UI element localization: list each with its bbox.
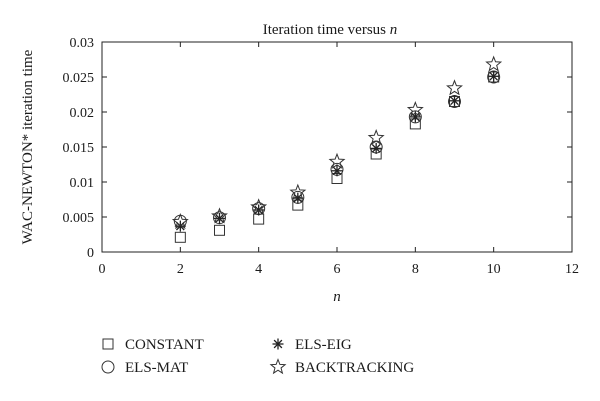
point-backtracking	[250, 198, 268, 215]
point-backtracking	[446, 79, 463, 96]
y-tick-label: 0.02	[70, 106, 95, 121]
point-backtracking	[406, 101, 424, 118]
x-tick-label: 6	[334, 262, 341, 277]
asterisk-stroke	[293, 193, 303, 203]
asterisk-stroke	[332, 166, 342, 176]
chart-title-variable: n	[390, 22, 398, 38]
legend-marker-backtracking	[269, 358, 287, 375]
asterisk-stroke	[371, 144, 381, 153]
y-tick-label: 0.005	[63, 211, 95, 226]
point-els-mat	[408, 110, 422, 124]
x-axis-title: n	[333, 289, 341, 305]
x-tick-label: 0	[99, 262, 106, 277]
legend: CONSTANT ELS-MAT ELS-EIG BACKTRACKING	[101, 337, 414, 376]
point-constant	[214, 224, 225, 236]
x-tick-label: 4	[255, 262, 262, 277]
y-tick-label: 0.01	[70, 176, 95, 191]
legend-label: ELS-MAT	[125, 360, 188, 376]
x-tick-label: 10	[487, 262, 501, 277]
point-backtracking	[289, 183, 307, 200]
point-backtracking	[485, 55, 503, 72]
chart-title: Iteration time versus n	[263, 22, 398, 38]
point-backtracking	[211, 207, 228, 224]
x-tick-label: 2	[177, 262, 184, 277]
y-tick-label: 0.025	[63, 71, 95, 86]
plot-area	[101, 41, 573, 253]
point-backtracking	[171, 213, 189, 230]
y-tick-label: 0.03	[70, 36, 95, 51]
legend-marker-els-mat	[101, 360, 115, 374]
point-els-eig	[370, 142, 382, 154]
asterisk-stroke	[489, 71, 499, 81]
data-points	[171, 55, 503, 243]
asterisk-stroke	[273, 339, 283, 349]
x-tick-label: 8	[412, 262, 419, 277]
point-backtracking	[328, 152, 346, 169]
asterisk-stroke	[175, 221, 185, 231]
legend-label: BACKTRACKING	[295, 360, 414, 376]
asterisk-stroke	[450, 96, 459, 106]
legend-marker-constant	[102, 338, 114, 350]
chart-title-text: Iteration time versus	[263, 22, 390, 38]
point-constant	[253, 213, 265, 225]
y-tick-label: 0.015	[63, 141, 95, 156]
point-els-eig	[449, 95, 460, 107]
y-axis-title: WAC-NEWTON* iteration time	[20, 49, 36, 244]
point-backtracking	[367, 129, 385, 146]
axis-ticks: 0 2 4 6 8 10 12 0 0.005 0.01 0.015 0.02 0.025 0.03	[63, 36, 580, 277]
legend-label: CONSTANT	[125, 337, 204, 353]
point-els-eig	[331, 165, 343, 177]
legend-marker-els-eig	[272, 338, 284, 350]
point-els-eig	[488, 70, 500, 82]
legend-label: ELS-EIG	[295, 337, 352, 353]
point-constant	[174, 231, 186, 243]
x-tick-label: 12	[565, 262, 579, 277]
y-tick-label: 0	[87, 246, 94, 261]
